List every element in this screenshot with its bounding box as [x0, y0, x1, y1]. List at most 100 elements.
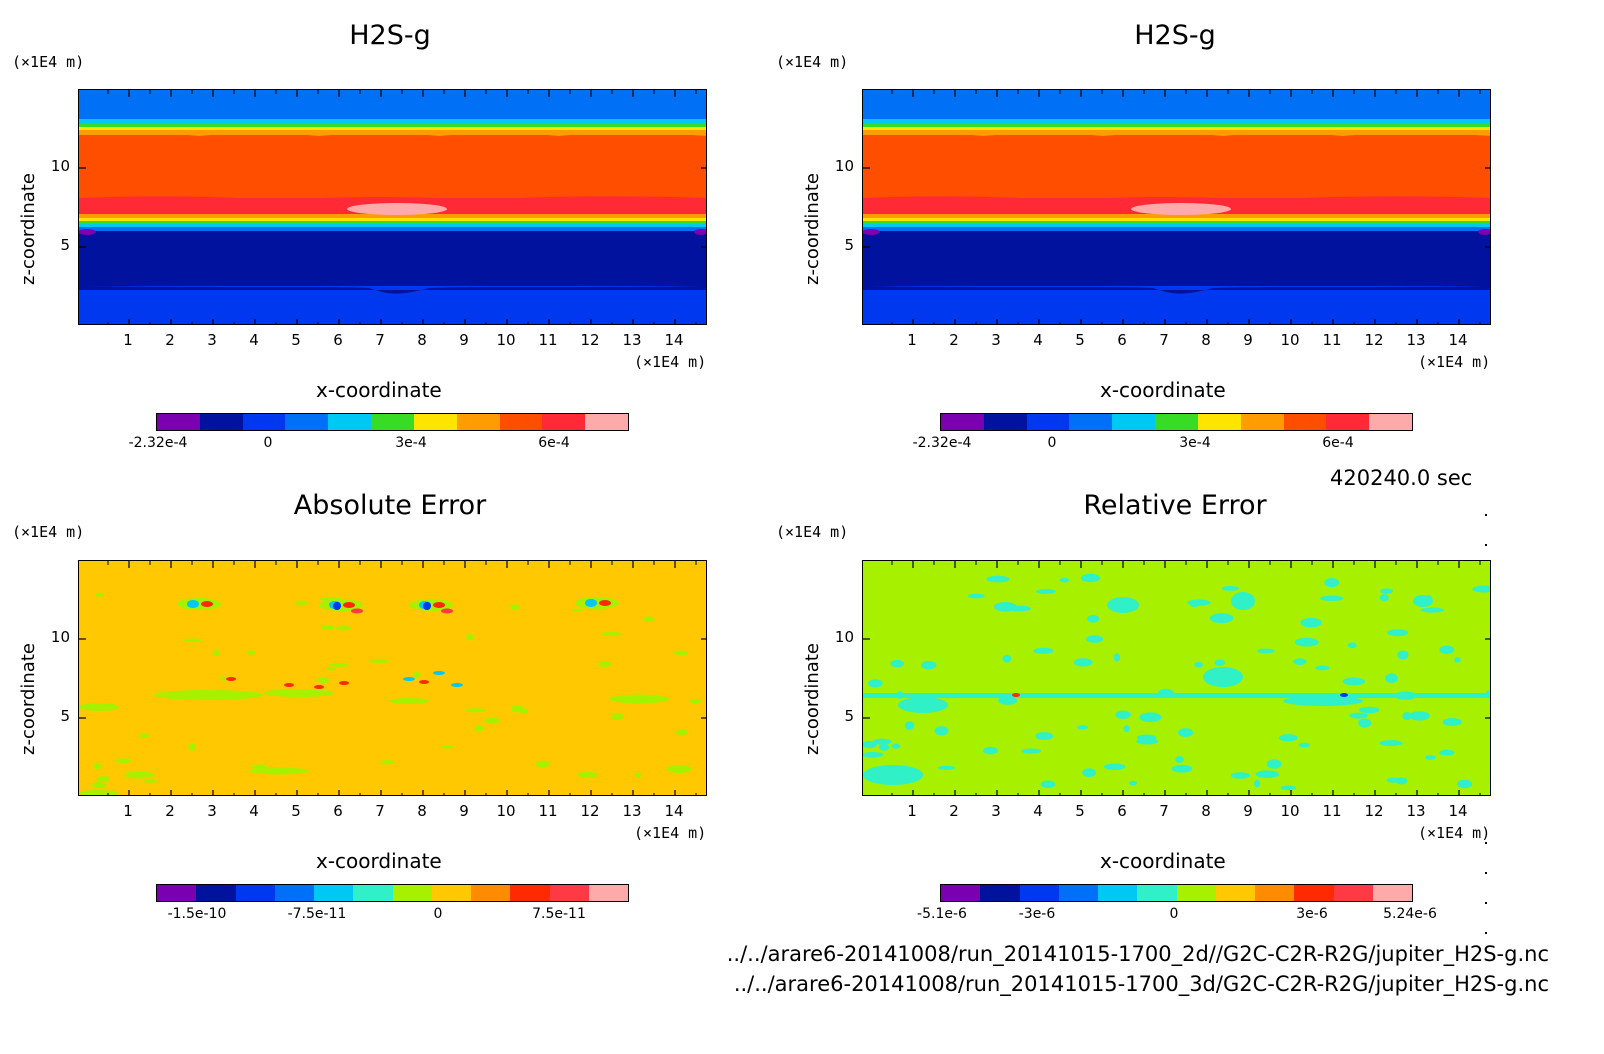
cyan-speck	[1103, 763, 1126, 770]
colorbar-swatch	[328, 414, 372, 430]
green-speck	[97, 775, 111, 783]
x-tick-label: 9	[1243, 331, 1253, 349]
green-speck	[440, 745, 454, 749]
colorbar-tick-label: -2.32e-4	[128, 435, 188, 451]
cyan-speck	[986, 575, 1010, 583]
error-blob-blue	[333, 602, 341, 610]
cyan-speck	[891, 743, 901, 749]
contour-bump	[79, 286, 706, 294]
x-tick-label: 6	[333, 802, 343, 820]
x-tick-label: 8	[417, 802, 427, 820]
x-tick-label: 14	[1448, 331, 1468, 349]
colorbar-swatch	[235, 885, 275, 901]
cyan-speck	[1293, 658, 1307, 665]
contour-band	[79, 119, 706, 124]
error-blob-red	[599, 600, 611, 606]
error-dot-cyan	[403, 677, 415, 681]
contour-band	[863, 119, 1490, 124]
cyan-speck	[983, 746, 998, 755]
x-tick-label: 5	[1075, 802, 1085, 820]
marker-dot	[1485, 872, 1487, 874]
error-blob-cyan	[187, 600, 199, 608]
contour-band	[863, 227, 1490, 231]
purple-spot	[79, 229, 96, 235]
green-speck	[577, 771, 598, 778]
green-patch	[79, 703, 119, 711]
marker-dot	[1485, 544, 1487, 546]
cyan-speck	[1420, 607, 1445, 613]
heatmap-svg	[79, 561, 706, 795]
cyan-speck	[1221, 585, 1239, 591]
cyan-speck	[1123, 725, 1130, 732]
cyan-speck	[1059, 577, 1070, 583]
x-tick-label: 1	[123, 331, 133, 349]
x-tick-label: 14	[664, 802, 684, 820]
cyan-speck	[1394, 691, 1417, 700]
cyan-speck	[1214, 659, 1225, 666]
x-tick-label: 10	[1280, 331, 1300, 349]
colorbar-swatch	[471, 885, 511, 901]
y-tick-label: 5	[60, 236, 70, 254]
x-unit-label: (×1E4 m)	[1418, 353, 1491, 371]
y-tick-label: 10	[834, 157, 854, 175]
contour-band	[79, 124, 706, 127]
timestamp: 420240.0 sec	[1330, 466, 1473, 490]
x-tick-label: 13	[622, 802, 642, 820]
y-unit-label: (×1E4 m)	[12, 53, 85, 71]
y-tick-label: 5	[844, 236, 854, 254]
y-axis-label: z-coordinate	[802, 173, 823, 285]
x-tick-label: 13	[622, 331, 642, 349]
colorbar-swatch	[157, 414, 200, 430]
green-patch	[124, 771, 154, 779]
green-speck	[92, 782, 106, 789]
contour-band	[79, 127, 706, 130]
cyan-speck	[872, 738, 892, 745]
purple-spot	[694, 229, 706, 235]
green-speck	[95, 592, 104, 597]
green-patch	[609, 694, 669, 704]
cyan-speck	[937, 765, 955, 770]
cyan-speck	[1113, 653, 1121, 662]
y-axis-label: z-coordinate	[18, 173, 39, 285]
colorbar-swatch	[1019, 885, 1059, 901]
cyan-speck	[863, 751, 884, 758]
colorbar-swatch	[413, 414, 457, 430]
green-speck	[642, 616, 655, 622]
cyan-speck	[1115, 710, 1131, 719]
purple-spot	[863, 229, 880, 235]
colorbar	[156, 884, 629, 902]
colorbar-swatch	[353, 885, 393, 901]
error-blob-red	[343, 602, 355, 608]
x-tick-label: 6	[333, 331, 343, 349]
colorbar-swatch	[1155, 414, 1198, 430]
marker-dot	[1485, 902, 1487, 904]
error-dot-red	[419, 680, 429, 684]
cyan-speck	[1397, 650, 1409, 660]
cyan-speck	[1177, 728, 1193, 737]
colorbar-tick-label: -3e-6	[1018, 906, 1056, 922]
x-axis-label: x-coordinate	[1100, 378, 1226, 402]
y-axis-label: z-coordinate	[802, 643, 823, 755]
cyan-speck	[1136, 734, 1157, 741]
colorbar-swatch	[1283, 414, 1327, 430]
colorbar-tick-label: -2.32e-4	[912, 435, 972, 451]
error-blob-cyan	[585, 599, 597, 607]
colorbar-swatch	[585, 414, 628, 430]
cyan-speck	[967, 593, 985, 599]
cyan-speck	[1033, 647, 1054, 654]
cyan-speck	[1073, 658, 1093, 667]
cyan-speck	[1077, 725, 1089, 730]
green-speck	[320, 625, 335, 630]
panel-title: H2S-g	[349, 20, 431, 51]
colorbar-swatch	[1255, 885, 1295, 901]
cyan-patch	[1283, 696, 1363, 706]
marker-dot	[1485, 514, 1487, 516]
cyan-speck	[1266, 759, 1282, 769]
colorbar-swatch	[1372, 885, 1412, 901]
cyan-speck	[1007, 605, 1031, 612]
error-dot-cyan	[451, 683, 463, 687]
x-tick-label: 4	[249, 331, 259, 349]
x-tick-label: 1	[907, 802, 917, 820]
x-axis-label: x-coordinate	[316, 849, 442, 873]
cyan-speck	[1294, 637, 1319, 647]
